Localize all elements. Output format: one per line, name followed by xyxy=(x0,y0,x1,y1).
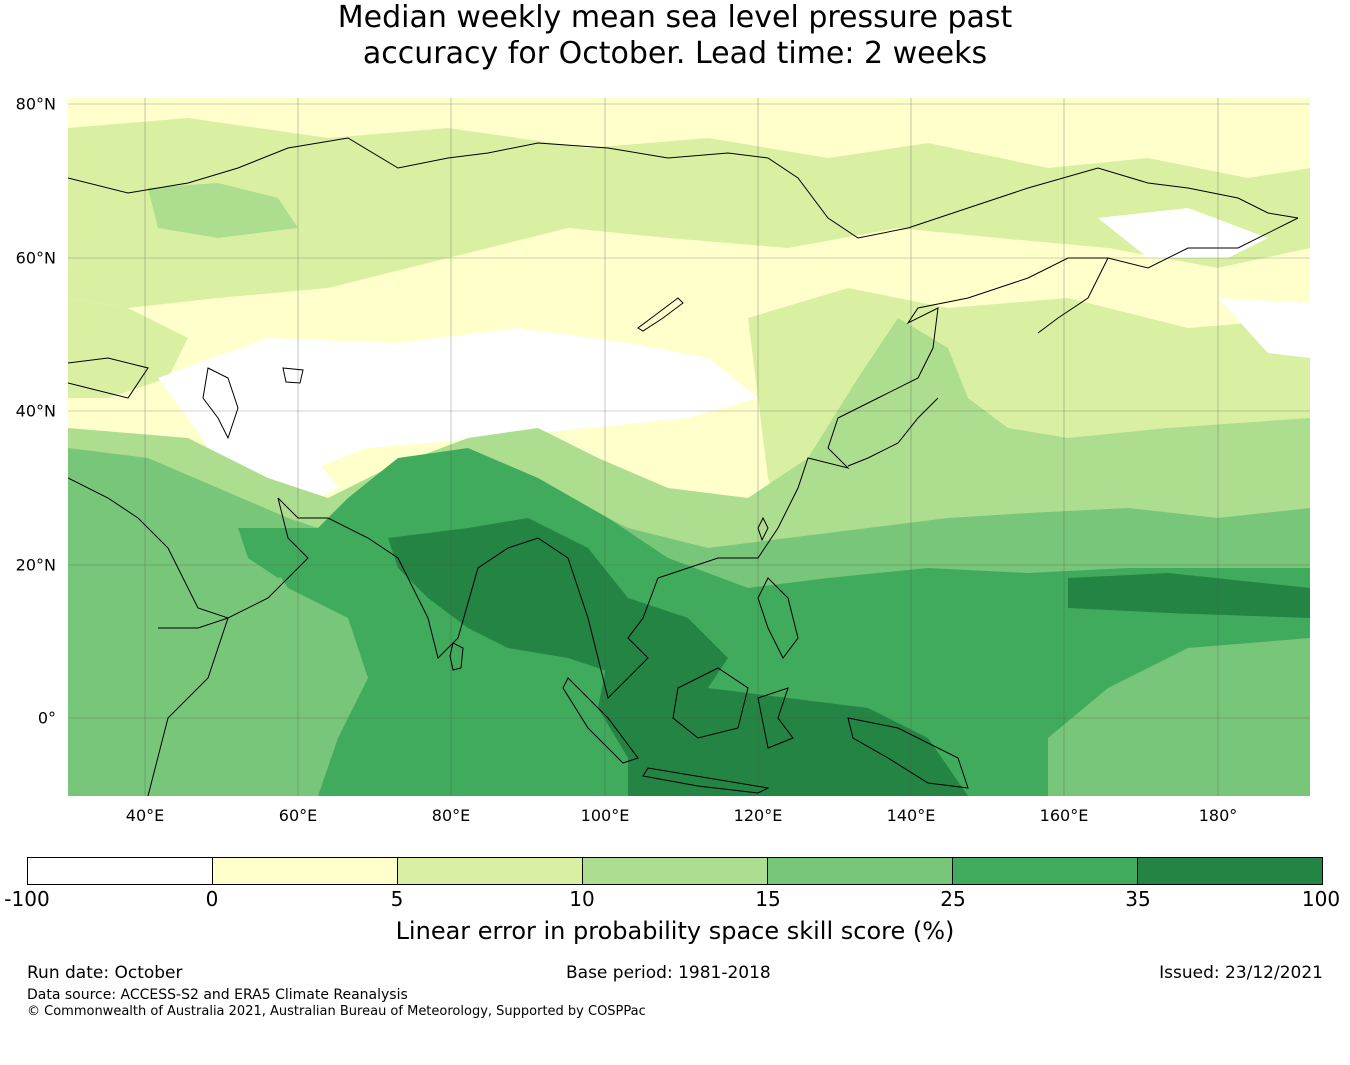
colorbar-label: Linear error in probability space skill … xyxy=(395,917,955,945)
coastlines xyxy=(68,137,1299,796)
colorbar-tick-15: 15 xyxy=(755,887,781,911)
band-10-15-north xyxy=(148,183,298,238)
coastline-indochina xyxy=(567,557,659,699)
lon-label-80e: 80°E xyxy=(431,806,471,825)
issued-date: Issued: 23/12/2021 xyxy=(1159,963,1323,983)
coastline-aral xyxy=(282,367,304,384)
colorbar-segment-3 xyxy=(583,858,768,884)
run-date: Run date: October xyxy=(27,963,183,983)
colorbar-segment-4 xyxy=(768,858,953,884)
coastline-caspian xyxy=(202,367,239,440)
coastline-philippines xyxy=(757,577,799,659)
lon-label-100e: 100°E xyxy=(580,806,630,825)
colorbar-tick-10: 10 xyxy=(569,887,595,911)
band-35-100-india xyxy=(388,518,728,688)
colorbar-tick-35: 35 xyxy=(1125,887,1151,911)
map-canvas xyxy=(68,98,1310,796)
band-negative-central-asia xyxy=(158,328,758,478)
graticule xyxy=(68,98,1310,796)
coastline-borneo xyxy=(672,667,749,739)
coastline-arabia xyxy=(68,477,309,619)
lon-label-180: 180° xyxy=(1198,806,1238,825)
lon-label-40e: 40°E xyxy=(125,806,165,825)
title-line-1: Median weekly mean sea level pressure pa… xyxy=(337,0,1013,35)
coastline-japan xyxy=(847,397,939,467)
lon-label-120e: 120°E xyxy=(733,806,783,825)
coastline-sumatra xyxy=(562,677,639,764)
colorbar-tick-25: 25 xyxy=(940,887,966,911)
lat-label-equator: 0° xyxy=(37,708,56,728)
coastline-new-guinea xyxy=(847,717,969,789)
base-period: Base period: 1981-2018 xyxy=(566,963,771,983)
coastline-africa xyxy=(147,617,229,796)
colorbar-segment-1 xyxy=(213,858,398,884)
colorbar-tick-100: 100 xyxy=(1301,887,1341,911)
coastline-black-sea xyxy=(68,357,149,399)
colorbar xyxy=(27,857,1323,885)
band-35-100-maritime xyxy=(598,658,968,796)
colorbar-segment-0 xyxy=(28,858,213,884)
copyright: © Commonwealth of Australia 2021, Austra… xyxy=(27,1004,646,1019)
band-5-10-north xyxy=(68,118,1310,308)
colorbar-segment-5 xyxy=(953,858,1138,884)
data-source: Data source: ACCESS-S2 and ERA5 Climate … xyxy=(27,987,408,1003)
coastline-baikal xyxy=(637,297,684,332)
band-negative-pacific xyxy=(1098,208,1268,258)
lon-label-160e: 160°E xyxy=(1039,806,1089,825)
coastline-java xyxy=(642,767,770,794)
lat-label-40n: 40°N xyxy=(15,401,56,421)
skill-score-map xyxy=(68,98,1310,796)
colorbar-tick-minus-100: -100 xyxy=(4,887,50,911)
lat-label-80n: 80°N xyxy=(15,94,56,114)
band-35-100-pacific xyxy=(1068,573,1310,618)
title-line-2: accuracy for October. Lead time: 2 weeks xyxy=(362,36,988,71)
lon-label-60e: 60°E xyxy=(278,806,318,825)
coastline-taiwan xyxy=(757,516,769,542)
band-5-10-west xyxy=(68,298,188,398)
coastline-sulawesi xyxy=(757,687,794,749)
lat-label-20n: 20°N xyxy=(15,555,56,575)
coastline-kamchatka xyxy=(1037,257,1109,334)
coastline-pacific-east xyxy=(657,217,1299,579)
coastline-sri-lanka xyxy=(449,642,464,671)
coastline-arctic xyxy=(68,137,1299,239)
colorbar-segment-6 xyxy=(1138,858,1322,884)
coastline-south-asia xyxy=(277,497,569,659)
band-negative-arctic xyxy=(1218,298,1310,358)
colorbar-tick-5: 5 xyxy=(390,887,404,911)
colorbar-segment-2 xyxy=(398,858,583,884)
lon-label-140e: 140°E xyxy=(886,806,936,825)
colorbar-tick-0: 0 xyxy=(205,887,219,911)
map-title: Median weekly mean sea level pressure pa… xyxy=(0,0,1350,72)
lat-label-60n: 60°N xyxy=(15,248,56,268)
